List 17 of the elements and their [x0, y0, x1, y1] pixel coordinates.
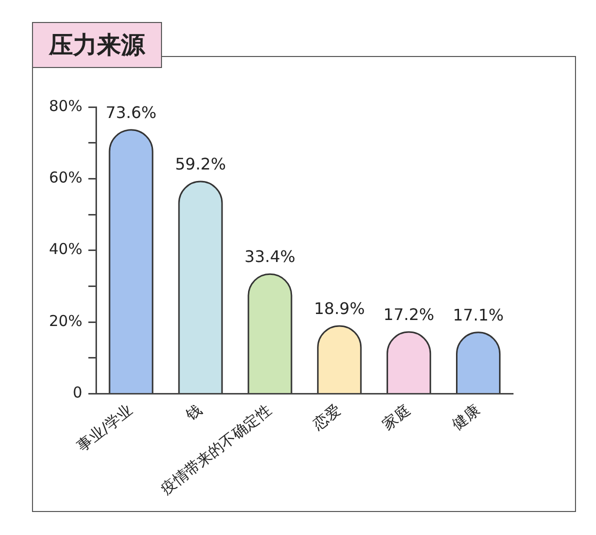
- x-tick-label: 健康: [448, 400, 484, 434]
- data-label: 18.9%: [314, 299, 365, 318]
- data-label: 59.2%: [175, 154, 226, 174]
- y-tick-label: 80%: [48, 96, 82, 115]
- x-tick-label: 事业/学业: [74, 400, 136, 456]
- x-tick-label: 恋爱: [308, 400, 344, 434]
- y-tick-label: 60%: [48, 168, 82, 187]
- data-label: 17.2%: [383, 305, 434, 324]
- x-tick-label: 钱: [182, 400, 206, 425]
- chart-title: 压力来源: [32, 22, 162, 68]
- data-label: 73.6%: [106, 103, 156, 122]
- y-tick-label: 40%: [48, 240, 82, 258]
- y-tick-label: 20%: [48, 312, 82, 330]
- data-label: 17.1%: [452, 306, 504, 325]
- data-label: 33.4%: [244, 247, 296, 266]
- y-tick-label: 0: [72, 384, 82, 402]
- x-tick-label: 家庭: [378, 400, 414, 434]
